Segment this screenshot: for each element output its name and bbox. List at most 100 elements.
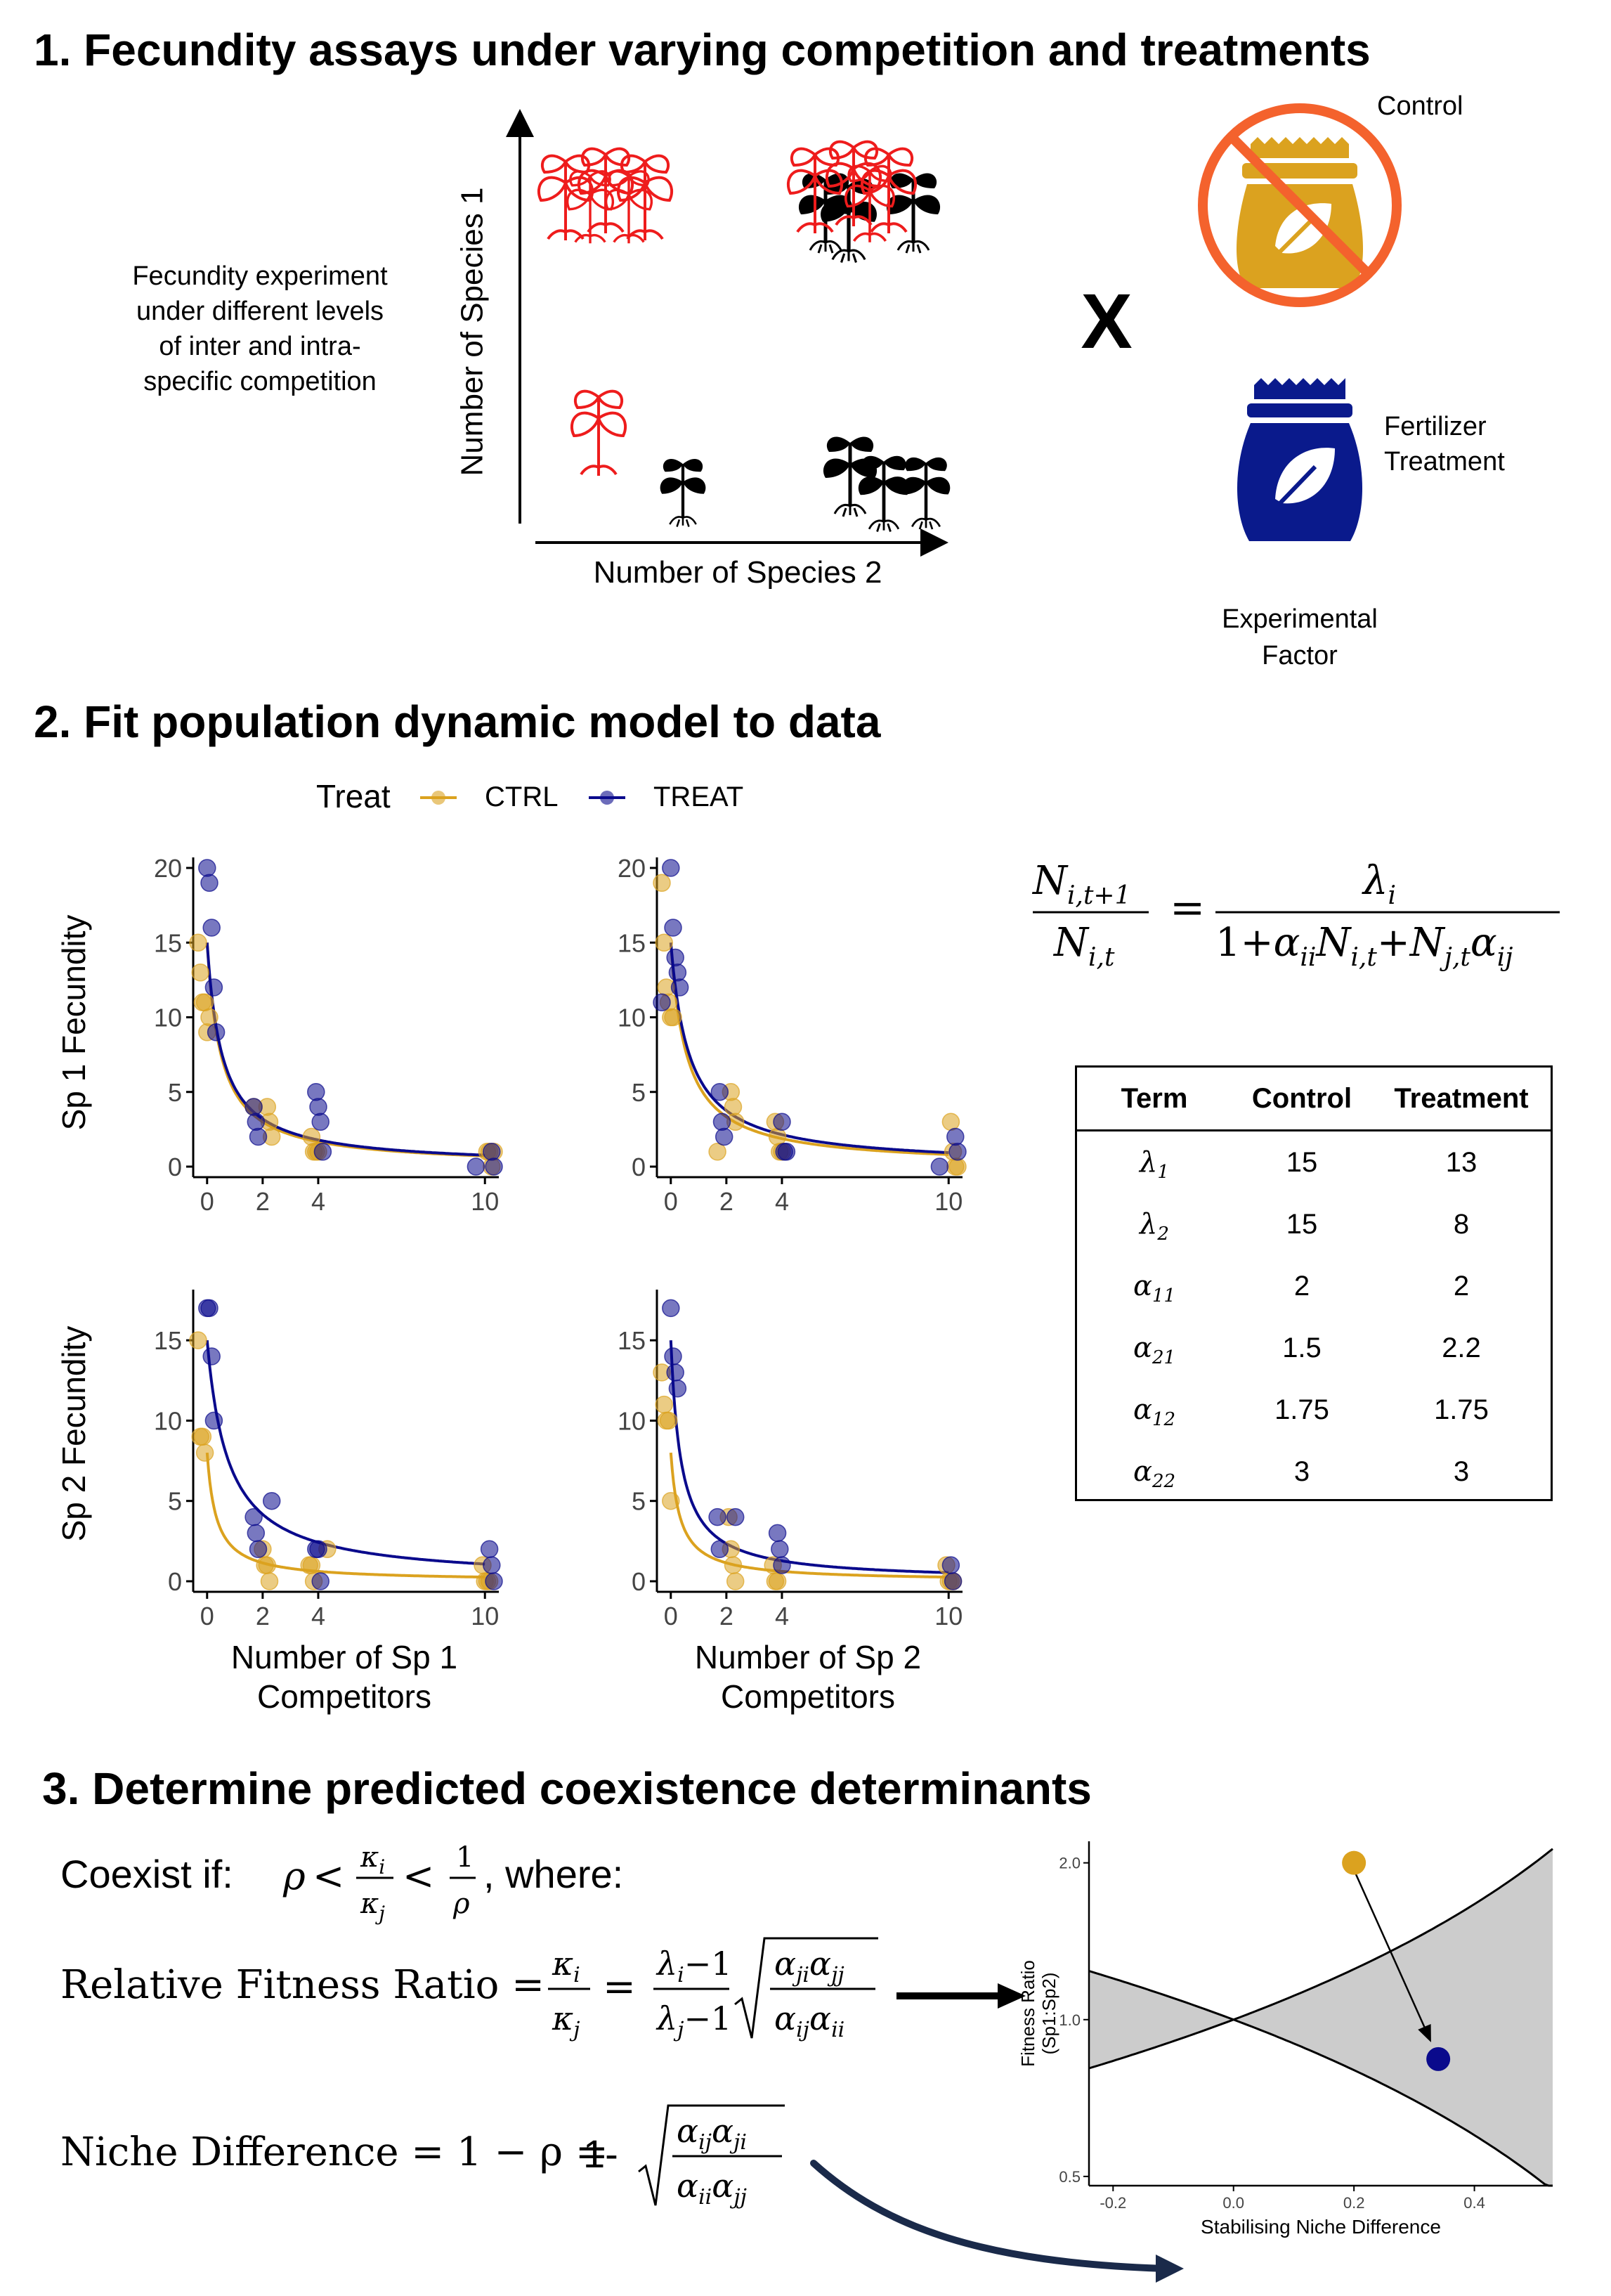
x-tick-label: 0 [200,1187,214,1216]
description-line: specific competition [143,367,377,396]
data-point-treat [309,1540,327,1559]
data-point-treat [708,1507,726,1526]
data-point-treat [777,1143,796,1161]
table-control-cell: 3 [1293,1456,1310,1487]
data-point-treat [200,1299,219,1318]
x-tick-label: 0.0 [1222,2194,1244,2212]
data-point-treat [664,1347,682,1366]
data-point-treat [313,1143,332,1161]
legend-item-treat-label: TREAT [653,781,744,812]
svg-text:κj: κj [360,1888,385,1925]
legend-title: Treat [316,778,391,815]
data-point-ctrl [948,1157,967,1176]
data-point-treat [944,1572,963,1590]
y-tick-label: 10 [154,1406,182,1435]
legend-keys [420,791,457,805]
svg-text:<: < [313,1854,344,1898]
y-axis-title: Fitness Ratio [1017,1960,1038,2067]
control-label: Control [1377,91,1463,121]
data-point-ctrl [726,1572,745,1590]
data-point-treat [670,978,689,997]
data-point-ctrl [664,1008,682,1027]
coexistence-plot: 0.5 1.0 2.0 -0.2 0.0 0.2 0.4 Stabilising Niche … [1017,1841,1553,2238]
data-point-treat [307,1083,325,1101]
x-tick-label: 4 [775,1187,789,1216]
data-point-treat [946,1127,965,1146]
niche-rhs-prefix: 1- [583,2132,618,2176]
svg-text:λj−1: λj−1 [656,1999,731,2042]
y-tick-label: 10 [618,1004,646,1032]
x-tick-label: 4 [775,1602,789,1630]
leaf-icon [1275,203,1331,255]
data-point-ctrl [708,1143,726,1161]
table-treatment-cell: 2.2 [1442,1332,1481,1363]
fitness-ratio-label: Relative Fitness Ratio = [60,1962,545,2008]
data-point-treat [662,1299,680,1318]
col-label-line: Number of Sp 2 [694,1639,922,1675]
y-tick-label: 5 [168,1487,182,1516]
data-point-ctrl [659,1411,678,1430]
y-tick-label: 1.0 [1059,2011,1081,2029]
x-tick-label: 2 [719,1187,733,1216]
table-row: α21 1.5 2.2 [1077,1317,1551,1379]
svg-text:αiiαjj: αiiαjj [677,2167,747,2210]
table-row: α22 3 3 [1077,1441,1551,1503]
description-text: Fecundity experiment under different lev… [112,259,407,399]
data-point-ctrl [655,933,673,952]
data-point-ctrl [195,993,214,1012]
fecundity-panel: 0 5 10 15 0 2 4 10 [618,1290,963,1630]
svg-text:1: 1 [456,1841,474,1874]
niche-difference-equation: αijαji αiiαjj [638,2104,785,2210]
data-point-treat [773,1556,791,1574]
data-point-ctrl [655,1395,673,1414]
data-point-ctrl [302,1556,321,1574]
data-point-ctrl [200,1008,219,1027]
eq-lhs-num: Ni,t+1 [1031,858,1131,910]
section2-title: 2. Fit population dynamic model to data [34,696,881,747]
table-term-cell: α11 [1133,1270,1176,1306]
data-point-treat [311,1572,330,1590]
data-point-ctrl [193,1427,212,1446]
table-term-cell: α22 [1133,1455,1176,1492]
table-divider [1077,1129,1551,1131]
description-line: of inter and intra- [159,332,361,361]
data-point-ctrl [724,1098,743,1116]
x-axis-label: Number of Species 2 [593,555,882,590]
data-point-treat [485,1572,503,1590]
fit-curve-treat [669,1340,949,1574]
niche-arrow [810,2160,1184,2283]
times-symbol: X [1081,278,1132,365]
data-point-treat [207,1023,226,1042]
data-point-treat [309,1098,327,1116]
x-tick-label: 0.4 [1463,2194,1485,2212]
y-tick-label: 0 [632,1153,646,1181]
data-point-treat [930,1157,949,1176]
data-point-treat [262,1491,281,1510]
table-control-cell: 2 [1293,1271,1310,1302]
x-tick-label: 2 [719,1602,733,1630]
x-tick-label: 10 [471,1187,499,1216]
shift-arrow [1353,1869,1427,2031]
x-tick-label: 2 [256,1602,270,1630]
data-point-treat [483,1143,501,1161]
fit-curve-ctrl [205,1452,485,1579]
data-point-ctrl [189,1331,207,1349]
table-header-cell: Control [1251,1083,1352,1114]
y-tick-label: 5 [632,1487,646,1516]
x-tick-label: 4 [311,1602,325,1630]
table-treatment-cell: 1.75 [1434,1394,1489,1425]
x-tick-label: 0 [200,1602,214,1630]
x-tick-label: 0.2 [1343,2194,1365,2212]
table-treatment-cell: 13 [1445,1147,1478,1178]
data-point-treat [249,1127,268,1146]
fertilizer-bag-icon [1237,378,1363,541]
svg-text:ρ: ρ [452,1888,470,1920]
table-row: λ1 15 13 [1077,1131,1551,1193]
y-tick-label: 0 [632,1567,646,1596]
data-point-ctrl [662,1491,680,1510]
legend-key-treat [589,791,625,805]
coexist-condition: Coexist if: [60,1851,233,1897]
data-point-treat [244,1098,263,1116]
data-point-treat [768,1524,787,1543]
data-point-treat [200,874,219,893]
